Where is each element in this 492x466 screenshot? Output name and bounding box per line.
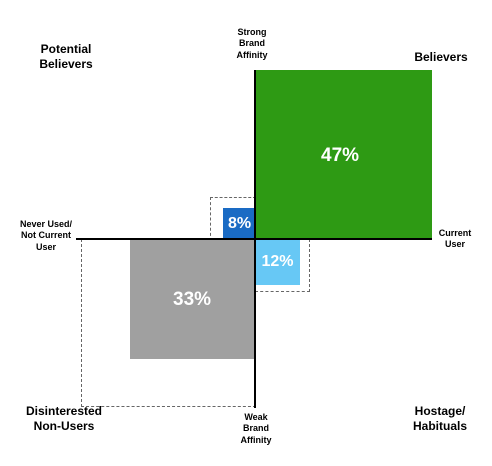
axis-label-weak-brand-affinity: Weak Brand Affinity (240, 412, 272, 445)
believers-value: 47% (321, 145, 360, 166)
believers-box: 47% (255, 70, 432, 240)
hostage-box: 12% (255, 239, 300, 285)
quadrant-label-hostage-habituals: Hostage/ Habituals (412, 404, 467, 433)
vertical-axis (254, 70, 256, 408)
hostage-value: 12% (261, 253, 294, 270)
potential-box: 8% (223, 208, 256, 240)
potential-value: 8% (227, 215, 252, 232)
disinterested-value: 33% (173, 289, 212, 310)
quadrant-label-potential-believers: Potential Believers (39, 42, 93, 71)
axis-label-never-used: Never Used/ Not Current User (19, 219, 73, 252)
quadrant-label-believers: Believers (414, 50, 468, 64)
quadrant-label-disinterested-non-users: Disinterested Non-Users (25, 404, 103, 433)
axis-label-strong-brand-affinity: Strong Brand Affinity (236, 27, 268, 60)
disinterested-box: 33% (130, 239, 256, 359)
axis-label-current-user: Current User (438, 228, 472, 250)
